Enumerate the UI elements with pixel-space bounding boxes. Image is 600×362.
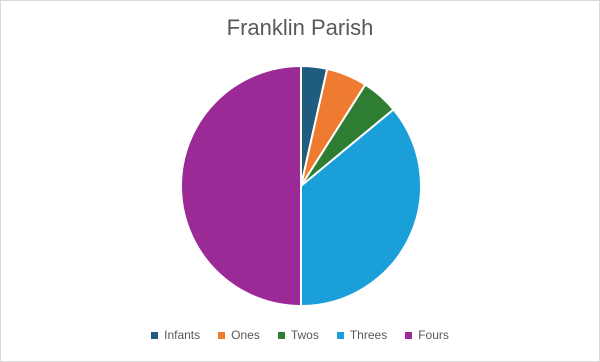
legend-label: Threes	[349, 328, 388, 342]
legend-swatch	[405, 331, 413, 339]
legend-item-fours: Fours	[405, 328, 449, 342]
legend-label: Ones	[231, 328, 260, 342]
legend-item-twos: Twos	[277, 328, 319, 342]
legend-label: Infants	[164, 328, 201, 342]
legend-item-infants: Infants	[151, 328, 200, 342]
legend-swatch	[336, 331, 344, 339]
legend-label: Fours	[418, 328, 449, 342]
legend-swatch	[218, 331, 226, 339]
pie-slice-fours	[180, 64, 302, 308]
chart-legend: Infants Ones Twos Threes Fours	[1, 328, 599, 342]
legend-item-ones: Ones	[218, 328, 260, 342]
legend-swatch	[277, 331, 285, 339]
legend-item-threes: Threes	[336, 328, 388, 342]
pie-slice-threes	[300, 108, 422, 308]
chart-title: Franklin Parish	[226, 15, 374, 40]
legend-label: Twos	[290, 328, 319, 342]
legend-swatch	[151, 331, 159, 339]
